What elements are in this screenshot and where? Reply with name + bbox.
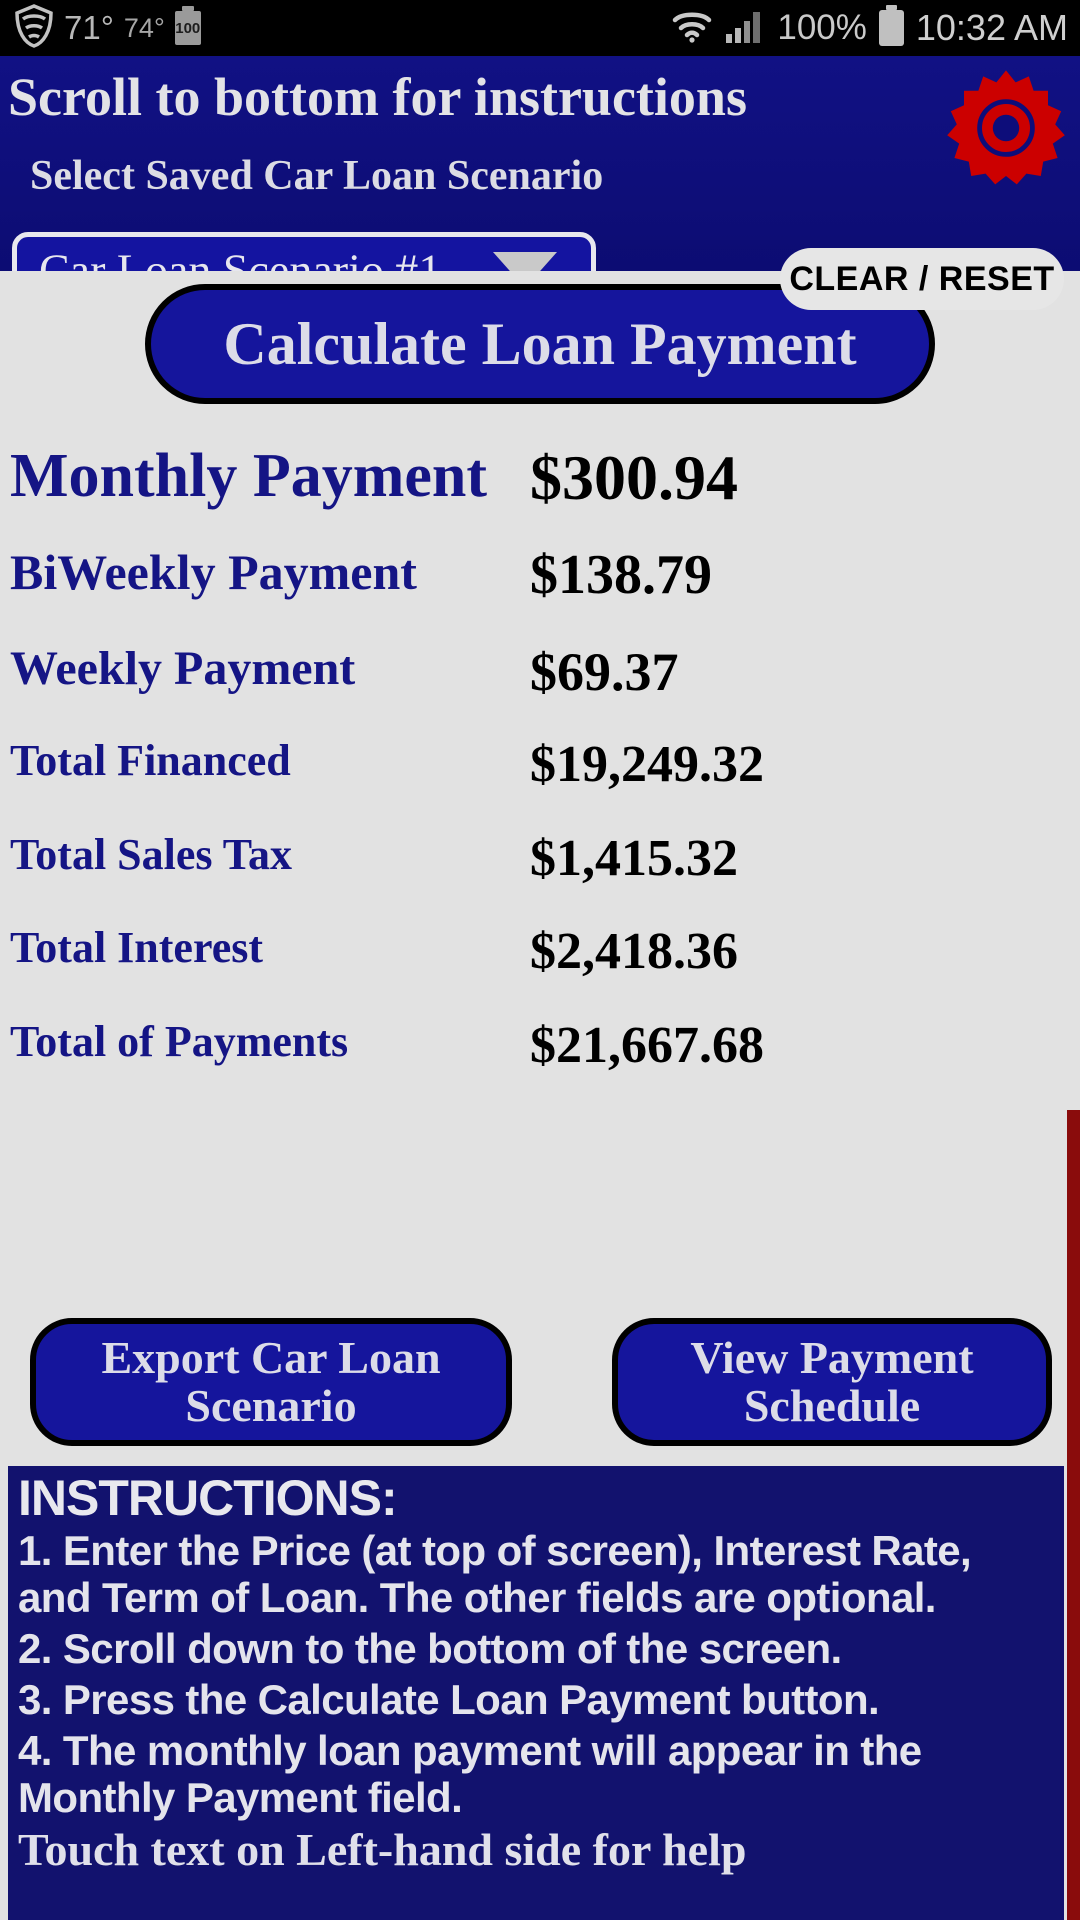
instructions-title: INSTRUCTIONS: bbox=[18, 1470, 398, 1526]
scroll-instructions-note: Scroll to bottom for instructions bbox=[8, 67, 747, 127]
instruction-step: 2. Scroll down to the bottom of the scre… bbox=[18, 1625, 842, 1673]
result-label[interactable]: Monthly Payment bbox=[10, 442, 488, 510]
result-value: $1,415.32 bbox=[530, 830, 738, 887]
clear-reset-button[interactable]: CLEAR / RESET bbox=[780, 248, 1064, 310]
view-payment-schedule-button[interactable]: View Payment Schedule bbox=[612, 1318, 1052, 1446]
cell-signal-icon bbox=[725, 9, 765, 48]
gear-icon[interactable] bbox=[944, 68, 1068, 188]
status-bar: 71° 74° 100 100% bbox=[0, 0, 1080, 56]
result-row: Monthly Payment $300.94 bbox=[0, 441, 1080, 513]
instruction-step: 1. Enter the Price (at top of screen), I… bbox=[18, 1527, 972, 1622]
status-bar-left: 71° 74° 100 bbox=[0, 3, 201, 53]
result-label[interactable]: Total of Payments bbox=[10, 1017, 349, 1066]
main-content: Calculate Loan Payment Monthly Payment $3… bbox=[0, 271, 1080, 1920]
result-label[interactable]: Weekly Payment bbox=[10, 642, 356, 695]
select-scenario-label: Select Saved Car Loan Scenario bbox=[30, 153, 604, 199]
result-row: BiWeekly Payment $138.79 bbox=[0, 543, 1080, 606]
clock-label: 10:32 AM bbox=[915, 7, 1068, 48]
result-value: $2,418.36 bbox=[530, 923, 738, 980]
result-label[interactable]: Total Interest bbox=[10, 923, 263, 972]
result-label[interactable]: Total Financed bbox=[10, 736, 291, 785]
instructions-panel: INSTRUCTIONS: 1. Enter the Price (at top… bbox=[8, 1466, 1064, 1920]
result-row: Total Financed $19,249.32 bbox=[0, 735, 1080, 793]
result-value: $138.79 bbox=[530, 544, 712, 606]
result-value: $19,249.32 bbox=[530, 736, 764, 793]
weather-temp-current: 71° bbox=[64, 9, 114, 46]
battery-percent-label: 100% bbox=[777, 8, 867, 47]
export-car-loan-scenario-button[interactable]: Export Car Loan Scenario bbox=[30, 1318, 512, 1446]
instructions-steps: 1. Enter the Price (at top of screen), I… bbox=[18, 1527, 1054, 1821]
battery-badge-icon: 100 bbox=[174, 6, 201, 45]
result-row: Total of Payments $21,667.68 bbox=[0, 1016, 1080, 1074]
wifi-icon bbox=[671, 9, 713, 48]
result-label[interactable]: Total Sales Tax bbox=[10, 830, 293, 879]
result-row: Total Interest $2,418.36 bbox=[0, 922, 1080, 980]
weather-shield-icon bbox=[14, 3, 54, 53]
status-bar-right: 100% 10:32 AM bbox=[671, 5, 1080, 49]
result-label[interactable]: BiWeekly Payment bbox=[10, 544, 417, 600]
result-row: Weekly Payment $69.37 bbox=[0, 641, 1080, 702]
vertical-scrollbar[interactable] bbox=[1067, 1110, 1080, 1920]
weather-temp-secondary: 74° bbox=[123, 12, 165, 43]
result-row: Total Sales Tax $1,415.32 bbox=[0, 829, 1080, 887]
instruction-step: 4. The monthly loan payment will appear … bbox=[18, 1727, 922, 1822]
result-value: $21,667.68 bbox=[530, 1017, 764, 1074]
result-value: $69.37 bbox=[530, 642, 679, 702]
instructions-footer: Touch text on Left-hand side for help bbox=[18, 1824, 747, 1876]
instruction-step: 3. Press the Calculate Loan Payment butt… bbox=[18, 1676, 880, 1724]
battery-full-icon bbox=[878, 5, 904, 46]
result-value: $300.94 bbox=[530, 442, 738, 513]
